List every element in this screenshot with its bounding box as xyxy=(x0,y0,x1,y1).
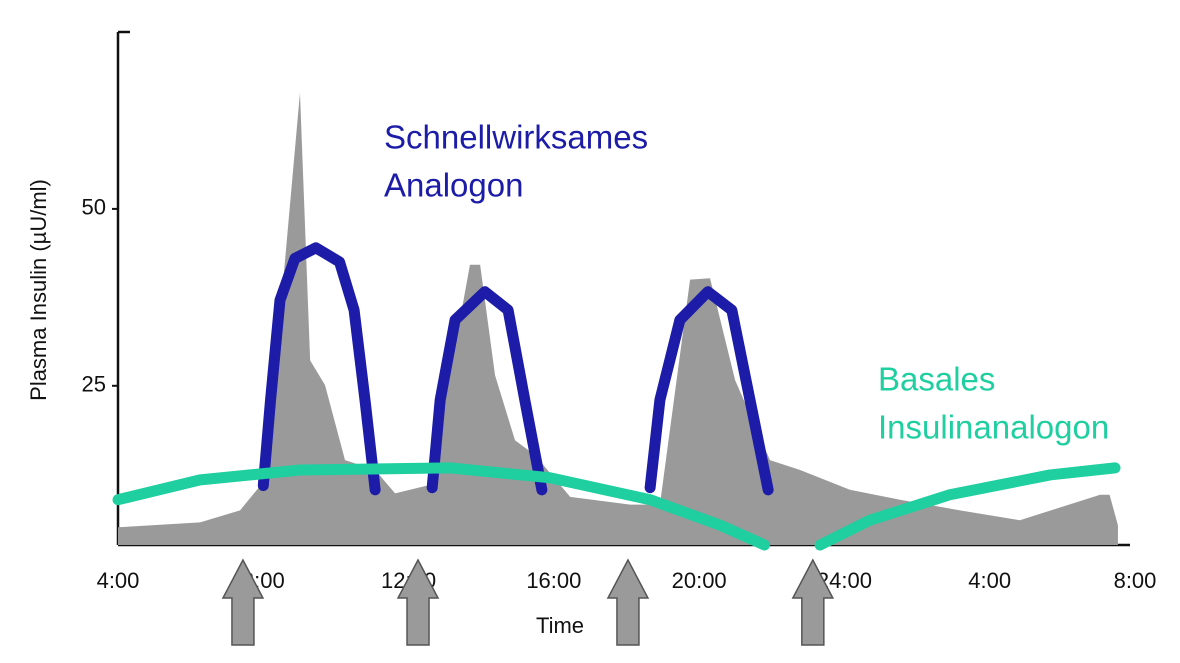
insulin-curve xyxy=(112,462,1121,551)
x-axis-label: Time xyxy=(536,613,584,638)
x-tick-label: 20:00 xyxy=(672,568,727,593)
annotation: Insulinanalogon xyxy=(878,409,1109,446)
y-tick-label: 50 xyxy=(82,195,106,220)
x-tick-label: 8:00 xyxy=(1114,568,1157,593)
x-tick-label: 16:00 xyxy=(526,568,581,593)
injection-arrow xyxy=(221,558,265,646)
injection-arrow xyxy=(791,558,835,646)
x-tick-label: 4:00 xyxy=(97,568,140,593)
y-axis-label: Plasma Insulin (µU/ml) xyxy=(26,179,51,401)
injection-arrow xyxy=(396,558,440,646)
annotation: Basales xyxy=(878,361,995,398)
x-tick-label: 4:00 xyxy=(968,568,1011,593)
y-tick-label: 25 xyxy=(82,372,106,397)
injection-arrow xyxy=(606,558,650,646)
plot-layer xyxy=(112,92,1121,551)
insulin-curve xyxy=(257,242,774,496)
annotation: Schnellwirksames xyxy=(384,119,648,156)
annotation: Analogon xyxy=(384,167,523,204)
